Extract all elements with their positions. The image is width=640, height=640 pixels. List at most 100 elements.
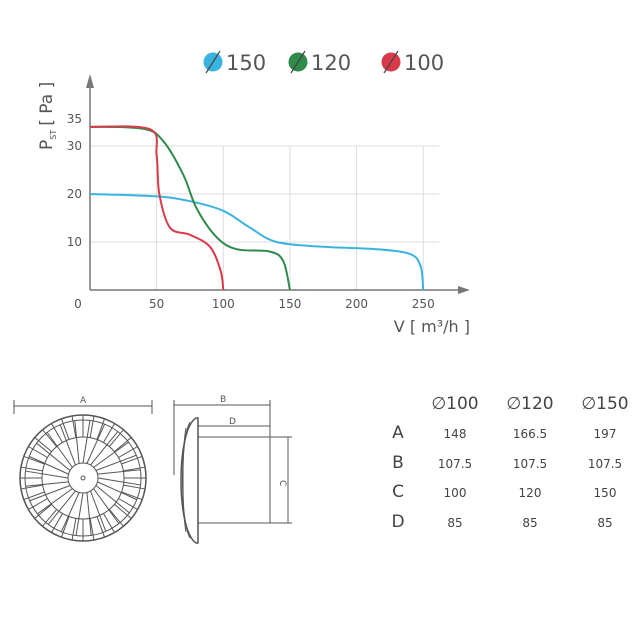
x-tick-label: 100 (212, 297, 235, 311)
series-line-d120 (89, 125, 291, 291)
fan-blade (47, 490, 76, 525)
grille-rib (23, 491, 45, 501)
cell: 197 (593, 427, 617, 441)
grille-rib (89, 518, 95, 541)
grille-rib (118, 446, 138, 458)
side-view (173, 400, 292, 544)
fan-blade (29, 485, 71, 502)
x-tick-label: 150 (278, 297, 301, 311)
x-axis-label: V [ m³/h ] (394, 317, 470, 336)
grille-rib (123, 466, 146, 472)
grille-rib (60, 418, 70, 440)
grille-rib (42, 509, 58, 527)
legend-label: 150 (226, 51, 266, 75)
fan-blade (37, 488, 73, 515)
series-line-d100 (89, 125, 225, 291)
grid (90, 145, 440, 290)
grille-rib (71, 518, 77, 541)
grille-rib (121, 491, 143, 501)
y-tick-label: 20 (67, 187, 82, 201)
x-tick-label: 0 (74, 297, 82, 311)
front-view (13, 400, 153, 542)
fan-blade (86, 423, 106, 464)
grille-rib (108, 429, 124, 447)
fan-blade (93, 488, 120, 524)
cell: 150 (593, 486, 617, 500)
cell: 107.5 (587, 457, 623, 471)
fan-blade (95, 454, 137, 471)
y-axis-label: PST[ Pa ] (37, 82, 58, 150)
fan-blade (28, 455, 69, 475)
cell: 148 (443, 427, 467, 441)
fan-blade (25, 470, 69, 479)
grille-rib (34, 437, 52, 453)
grille-rib (89, 415, 95, 438)
grille-rib (96, 516, 106, 538)
performance-chart: 0 50 100 150 200 250 10 20 30 35 150 120 100 PST[ P… (37, 50, 470, 336)
row-label-b: B (392, 453, 404, 473)
grille-rib (20, 466, 43, 472)
cell: 120 (518, 486, 542, 500)
grille-rib (123, 484, 146, 490)
label-b: B (220, 395, 226, 405)
grille-rib (51, 423, 63, 443)
fan-blade (60, 492, 80, 533)
grille-rib (28, 446, 48, 458)
label-a: A (80, 396, 87, 406)
grille-rib (96, 418, 106, 440)
fan-blade (82, 420, 91, 464)
row-label-c: C (392, 482, 404, 502)
y-tick-label: 30 (67, 139, 82, 153)
label-c: C (277, 480, 287, 486)
grille-rib (108, 509, 124, 527)
grille-rib (20, 484, 43, 490)
table-header-120: ∅120 (506, 394, 554, 414)
label-d: D (229, 417, 236, 427)
grille-rib (103, 423, 115, 443)
fan-blade (46, 432, 73, 468)
diameter-slash-icon (290, 50, 306, 74)
table-header-100: ∅100 (431, 394, 479, 414)
fan-blade (74, 420, 80, 464)
x-tick-label: 50 (149, 297, 164, 311)
fan-blade (97, 481, 138, 501)
fan-blade (90, 431, 119, 466)
cell: 107.5 (512, 457, 548, 471)
legend-label: 100 (404, 51, 444, 75)
grille-rib (28, 498, 48, 510)
grille-rib (34, 503, 52, 519)
fan-blade (25, 481, 69, 487)
x-tick-label: 250 (412, 297, 435, 311)
table-header-150: ∅150 (581, 394, 629, 414)
grille-rib (114, 437, 132, 453)
diameter-slash-icon (383, 50, 399, 74)
grille-rib (103, 513, 115, 533)
fan-blade (93, 441, 129, 468)
grille-rib (60, 516, 70, 538)
fan-blade (95, 485, 130, 514)
series-line-d150 (89, 193, 425, 291)
cell: 85 (522, 516, 538, 530)
grille-rib (51, 513, 63, 533)
grille-rib (42, 429, 58, 447)
y-axis-arrow (86, 74, 94, 88)
axes (86, 74, 470, 294)
grille-rib (23, 455, 45, 465)
cell: 85 (597, 516, 613, 530)
fan-blade (97, 477, 141, 486)
fan-blade (90, 490, 107, 532)
row-label-a: A (392, 423, 404, 443)
grille-rib (71, 415, 77, 438)
fan-blade (97, 469, 141, 475)
grille-rib (121, 455, 143, 465)
fan-blade (36, 442, 71, 471)
cell: 85 (447, 516, 463, 530)
legend-label: 120 (311, 51, 351, 75)
fan-blade (86, 492, 92, 536)
x-tick-label: 200 (345, 297, 368, 311)
x-axis-arrow (458, 286, 470, 294)
cell: 100 (443, 486, 467, 500)
grille-rib (118, 498, 138, 510)
cell: 107.5 (437, 457, 473, 471)
diameter-slash-icon (205, 50, 221, 74)
